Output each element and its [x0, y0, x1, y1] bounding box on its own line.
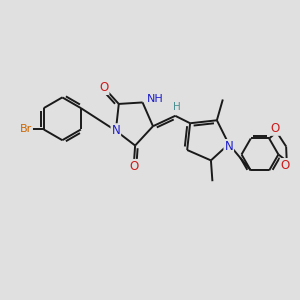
Text: N: N	[111, 124, 120, 137]
Text: N: N	[224, 140, 233, 153]
Text: O: O	[99, 81, 109, 94]
Text: NH: NH	[147, 94, 164, 104]
Text: O: O	[280, 159, 290, 172]
Text: H: H	[173, 103, 181, 112]
Text: Br: Br	[20, 124, 32, 134]
Text: O: O	[271, 122, 280, 135]
Text: O: O	[129, 160, 138, 173]
